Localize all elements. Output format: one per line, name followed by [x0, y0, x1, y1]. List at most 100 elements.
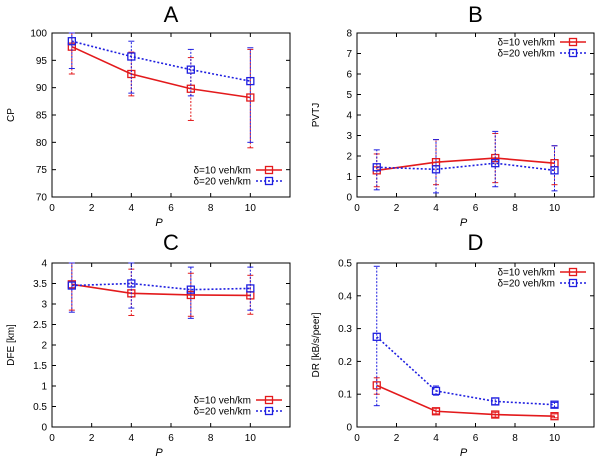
series-delta-10 [67, 262, 255, 317]
x-tick-label: 4 [129, 203, 135, 214]
y-tick-label: 1.5 [33, 361, 47, 372]
x-tick-label: 8 [512, 203, 518, 214]
y-tick-label: 2.5 [33, 320, 47, 331]
data-point [491, 410, 500, 419]
legend-marker [264, 176, 274, 186]
data-point [550, 412, 559, 421]
y-tick-label: 2 [346, 152, 352, 163]
series-delta-10 [67, 32, 255, 149]
x-tick-label: 2 [394, 203, 400, 214]
series-line [71, 45, 251, 99]
x-tick-label: 6 [168, 433, 174, 444]
y-tick-label: 0 [346, 423, 352, 434]
x-tick-label: 8 [208, 433, 214, 444]
x-tick-label: 6 [168, 203, 174, 214]
y-tick-label: 5 [346, 90, 352, 101]
y-tick-label: 4 [41, 259, 47, 270]
x-axis-label: P [460, 217, 468, 229]
x-tick-label: 0 [354, 433, 360, 444]
x-tick-label: 0 [354, 203, 360, 214]
legend-label: δ=10 veh/km [193, 396, 251, 407]
y-tick-label: 3 [41, 300, 47, 311]
series-delta-10 [372, 377, 559, 421]
panel-title: D [468, 230, 484, 255]
x-tick-label: 10 [549, 203, 561, 214]
chart-panel-a: A 0 2 4 6 8 10 70 75 80 85 90 95 100 P CP δ=10 veh/kmδ=2… [6, 2, 291, 229]
y-tick-label: 75 [36, 165, 48, 176]
x-axis-label: P [460, 447, 468, 459]
chart-panel-d: D 0 2 4 6 8 10 0 0.1 0.2 0.3 0.4 0.5 P DR [kB/s/peer] δ… [311, 230, 595, 459]
data-point [431, 407, 441, 416]
legend-marker [568, 267, 578, 277]
x-axis-label: P [155, 217, 163, 229]
data-point [127, 279, 136, 288]
legend-marker [264, 406, 274, 416]
y-tick-label: 70 [36, 193, 48, 204]
y-tick-label: 1 [41, 382, 47, 393]
x-tick-label: 8 [208, 203, 214, 214]
y-axis-label: DFE [km] [6, 324, 17, 366]
data-point [246, 284, 255, 293]
x-tick-label: 2 [394, 433, 400, 444]
y-tick-label: 90 [36, 83, 48, 94]
y-tick-label: 8 [346, 29, 352, 40]
x-tick-label: 0 [49, 203, 55, 214]
legend-label: δ=20 veh/km [497, 49, 555, 60]
chart-panel-c: C 0 2 4 6 8 10 0 0.5 1 1.5 2 2.5 3 3.5 4 P DFE [km] δ=10 v… [6, 230, 291, 459]
x-tick-label: 10 [549, 433, 561, 444]
series-line [376, 384, 555, 417]
legend-marker [264, 395, 274, 405]
y-tick-label: 0.3 [338, 324, 352, 335]
series-line [71, 283, 251, 297]
data-point [550, 400, 559, 409]
data-point [491, 159, 500, 168]
y-tick-label: 0 [346, 193, 352, 204]
legend-label: δ=10 veh/km [193, 166, 251, 177]
y-tick-label: 0.4 [338, 291, 352, 302]
legend-marker [264, 165, 274, 175]
y-tick-label: 2 [41, 341, 47, 352]
legend-label: δ=20 veh/km [497, 279, 555, 290]
data-point [67, 281, 76, 290]
y-tick-label: 0.5 [33, 402, 47, 413]
chart-panel-b: B 0 2 4 6 8 10 0 1 2 3 4 5 6 7 8 P PVTJ δ=10 veh/kmδ=20 ve… [311, 2, 595, 229]
legend: δ=10 veh/kmδ=20 veh/km [497, 38, 586, 60]
series-delta-20 [372, 130, 559, 194]
data-point [491, 397, 500, 406]
x-tick-label: 10 [245, 203, 257, 214]
x-tick-label: 2 [89, 433, 95, 444]
legend-label: δ=10 veh/km [497, 38, 555, 49]
x-axis-label: P [155, 447, 163, 459]
legend-label: δ=10 veh/km [497, 268, 555, 279]
y-tick-label: 7 [346, 49, 352, 60]
data-point [246, 76, 255, 86]
data-point [186, 65, 195, 74]
x-tick-label: 4 [433, 203, 439, 214]
y-tick-label: 95 [36, 56, 48, 67]
data-point [246, 93, 255, 102]
series-delta-20 [372, 265, 559, 409]
legend-label: δ=20 veh/km [193, 177, 251, 188]
x-tick-label: 4 [129, 433, 135, 444]
data-point [372, 163, 381, 172]
y-tick-label: 100 [30, 29, 47, 40]
x-tick-label: 8 [512, 433, 518, 444]
legend-marker [568, 37, 578, 47]
y-tick-label: 1 [346, 172, 352, 183]
y-tick-label: 0.5 [338, 259, 352, 270]
series-delta-20 [67, 262, 255, 319]
y-tick-label: 3.5 [33, 279, 47, 290]
x-tick-label: 10 [245, 433, 257, 444]
panel-title: A [164, 2, 179, 27]
data-point [186, 290, 195, 300]
y-tick-label: 0.2 [338, 357, 352, 368]
x-tick-label: 0 [49, 433, 55, 444]
panel-title: B [468, 2, 483, 27]
legend-marker [568, 278, 578, 288]
data-point [67, 37, 76, 46]
y-axis-label: DR [kB/s/peer] [311, 312, 322, 377]
data-point [186, 285, 195, 294]
legend: δ=10 veh/kmδ=20 veh/km [193, 166, 282, 188]
series-delta-10 [372, 132, 559, 188]
series-line [71, 282, 251, 291]
